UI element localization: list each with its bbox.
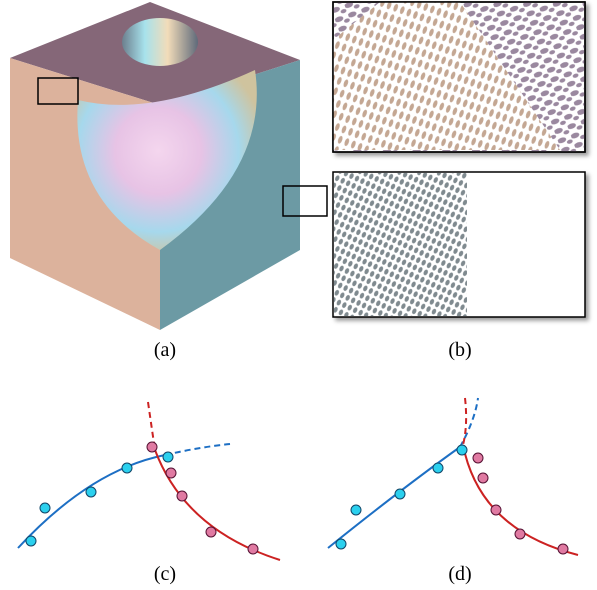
panel-label: (b) [448,339,471,361]
panel-label: (c) [154,563,176,585]
curves-c [18,402,280,560]
panel-label: (d) [448,563,471,585]
panel-label: (a) [154,339,176,361]
closeups [333,2,585,317]
figure: (a) (b) (c) (d) [0,0,597,590]
cube [10,2,327,330]
curves-d [328,398,578,555]
